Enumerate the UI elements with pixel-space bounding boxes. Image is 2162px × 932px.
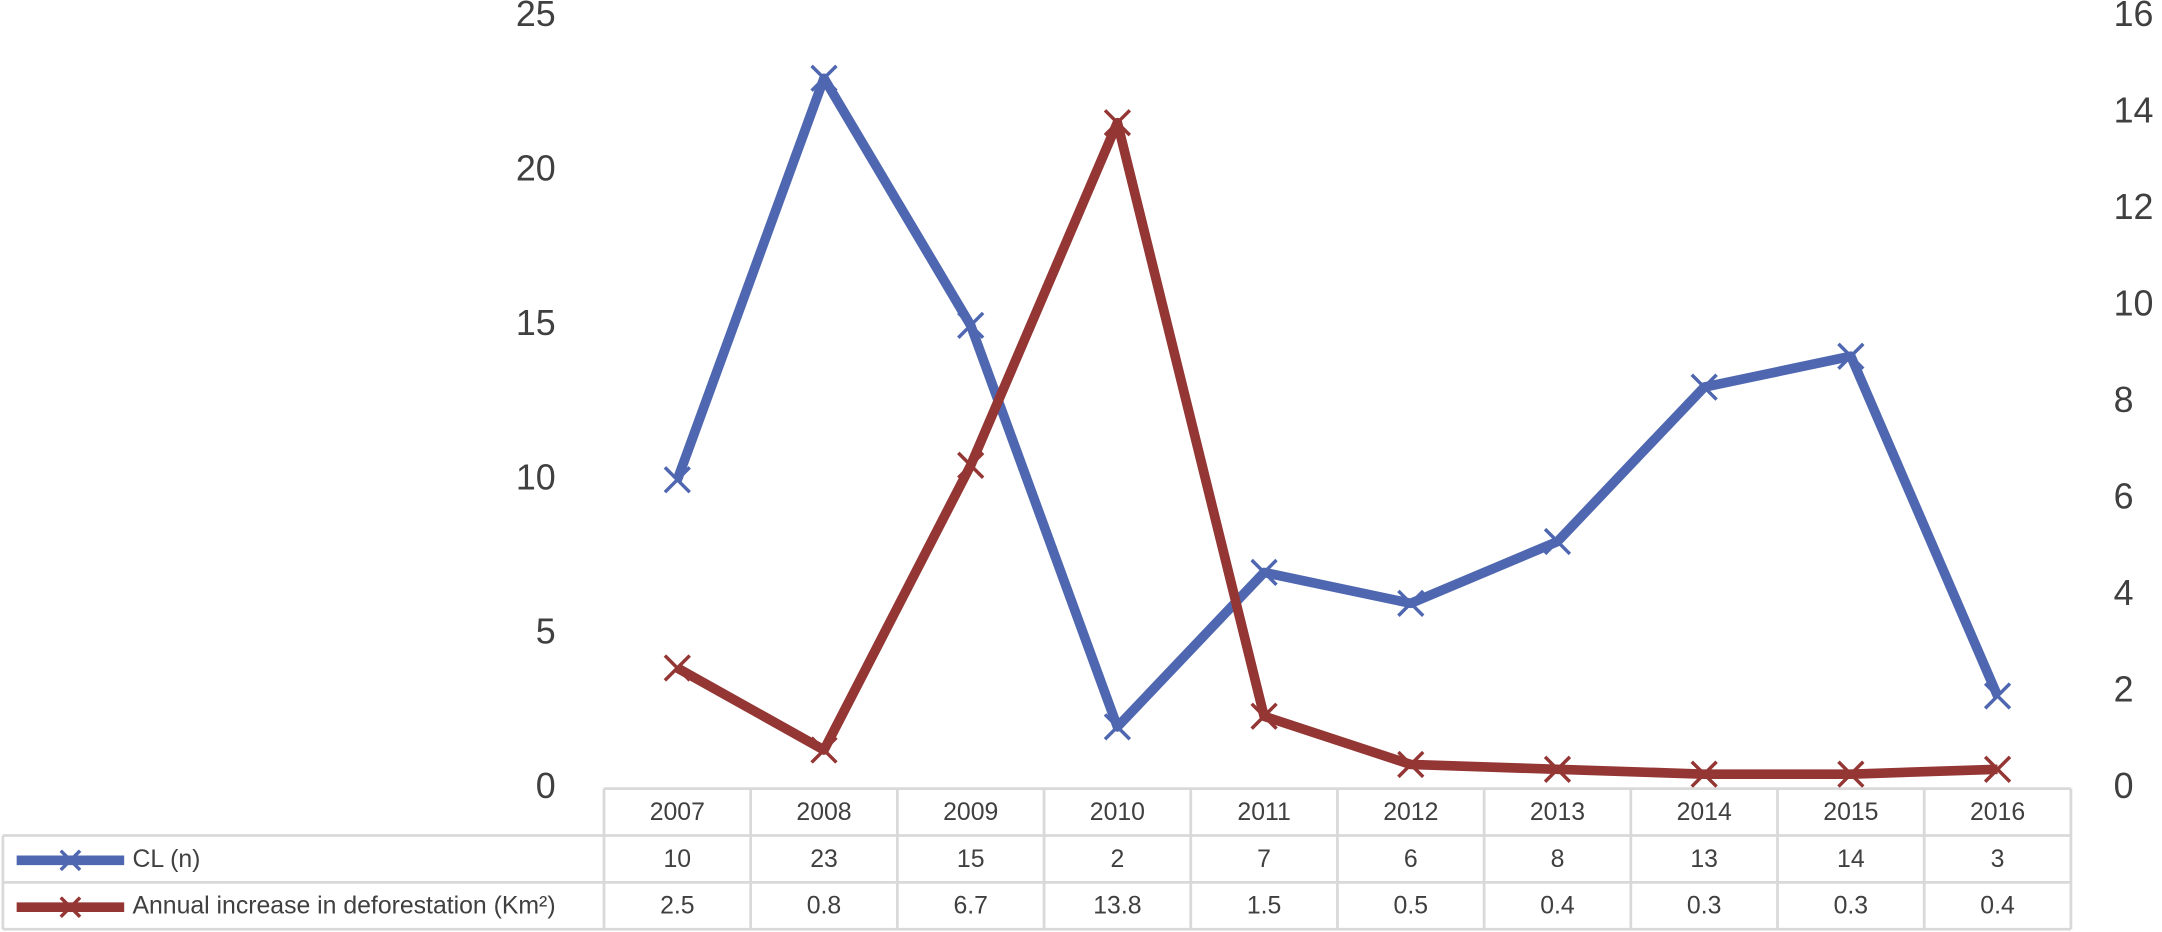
point-marker: [957, 451, 985, 479]
y-tick-label: 15: [516, 303, 556, 343]
point-marker: [1543, 527, 1572, 556]
table-value: 7: [1257, 846, 1271, 873]
series-line: [672, 73, 2002, 732]
point-marker: [1250, 702, 1278, 730]
y2-tick-label: 2: [2114, 670, 2134, 710]
point-marker: [1983, 755, 2012, 783]
y2-tick-label: 0: [2114, 766, 2134, 806]
x-tick-label: 2010: [1090, 799, 1145, 826]
x-tick-label: 2014: [1677, 799, 1732, 826]
y-tick-label: 20: [516, 148, 556, 188]
point-marker: [1690, 760, 1718, 788]
table-value: 10: [664, 846, 692, 873]
table-value: 13: [1690, 846, 1718, 873]
table-value: 15: [957, 846, 985, 873]
x-tick-label: 2013: [1530, 799, 1585, 826]
table-value: 6.7: [953, 893, 987, 920]
x-tick-label: 2008: [796, 799, 851, 826]
table-value: 8: [1551, 846, 1565, 873]
legend-label: Annual increase in deforestation (Km²): [132, 893, 555, 920]
point-marker: [1103, 109, 1132, 137]
y2-tick-label: 10: [2114, 284, 2154, 324]
x-tick-label: 2012: [1383, 799, 1438, 826]
table-value: 0.5: [1394, 893, 1428, 920]
legend-marker: [59, 896, 82, 919]
x-tick-label: 2007: [650, 799, 705, 826]
point-marker: [1837, 760, 1865, 788]
table-value: 14: [1837, 846, 1865, 873]
point-marker: [1103, 713, 1132, 741]
table-value: 6: [1404, 846, 1418, 873]
legend-marker: [59, 849, 82, 872]
series-line: [674, 117, 1998, 779]
point-marker: [957, 311, 985, 339]
y2-tick-label: 16: [2114, 0, 2154, 34]
table-value: 23: [810, 846, 838, 873]
y2-tick-label: 14: [2114, 91, 2154, 131]
x-tick-label: 2009: [943, 799, 998, 826]
point-marker: [1543, 755, 1572, 783]
table-value: 1.5: [1247, 893, 1281, 920]
table-value: 0.3: [1687, 893, 1721, 920]
point-marker: [1837, 342, 1865, 370]
table-value: 3: [1991, 846, 2005, 873]
point-marker: [810, 736, 838, 764]
point-marker: [1397, 589, 1425, 617]
y-tick-label: 0: [536, 766, 556, 806]
y-tick-label: 10: [516, 457, 556, 497]
y-tick-label: 5: [536, 612, 556, 652]
legend-label: CL (n): [132, 846, 200, 873]
table-value: 2: [1110, 846, 1124, 873]
y2-tick-label: 6: [2114, 477, 2134, 517]
y2-tick-label: 8: [2114, 380, 2134, 420]
table-value: 0.3: [1834, 893, 1868, 920]
table-value: 13.8: [1093, 893, 1141, 920]
point-marker: [1250, 558, 1278, 587]
table-value: 2.5: [660, 893, 694, 920]
point-marker: [1397, 750, 1425, 779]
y2-tick-label: 12: [2114, 187, 2154, 227]
table-value: 0.4: [1980, 893, 2015, 920]
x-tick-label: 2016: [1970, 799, 2025, 826]
point-marker: [663, 654, 691, 682]
table-value: 0.8: [807, 893, 841, 920]
table-value: 0.4: [1540, 893, 1575, 920]
x-tick-label: 2011: [1237, 799, 1290, 826]
y2-tick-label: 4: [2114, 573, 2134, 613]
point-marker: [1690, 373, 1718, 401]
x-tick-label: 2015: [1823, 799, 1878, 826]
point-marker: [810, 64, 838, 92]
y-tick-label: 25: [516, 0, 556, 34]
point-marker: [663, 466, 691, 494]
point-marker: [1983, 682, 2012, 710]
